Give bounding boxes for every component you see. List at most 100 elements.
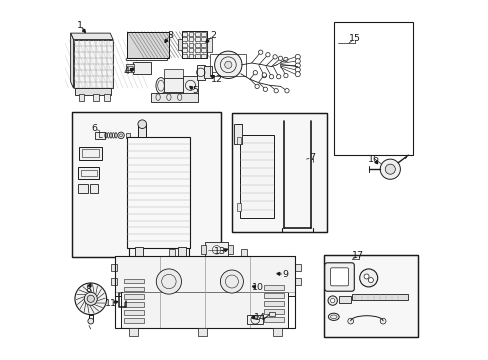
Bar xyxy=(188,43,193,47)
Bar xyxy=(233,124,241,144)
Circle shape xyxy=(295,54,300,59)
Bar xyxy=(81,170,96,176)
Bar xyxy=(294,264,301,271)
Bar xyxy=(79,94,84,101)
FancyBboxPatch shape xyxy=(324,263,354,291)
FancyBboxPatch shape xyxy=(330,268,348,286)
Bar xyxy=(182,37,187,41)
Bar xyxy=(110,264,117,271)
Bar xyxy=(197,328,206,336)
Circle shape xyxy=(295,59,300,64)
Bar xyxy=(352,294,407,300)
Bar xyxy=(110,278,117,285)
Bar xyxy=(188,48,193,52)
Circle shape xyxy=(363,274,368,279)
Bar xyxy=(237,137,241,144)
Bar xyxy=(182,43,187,47)
Polygon shape xyxy=(276,273,279,275)
Bar xyxy=(163,78,186,92)
Circle shape xyxy=(88,318,94,324)
Bar xyxy=(200,245,205,255)
Bar xyxy=(273,328,282,336)
Bar xyxy=(201,43,205,47)
Circle shape xyxy=(262,73,266,78)
Circle shape xyxy=(283,57,287,62)
Bar xyxy=(194,37,199,41)
Circle shape xyxy=(118,132,124,139)
Text: 7: 7 xyxy=(308,153,315,162)
Text: 12: 12 xyxy=(210,75,223,84)
Circle shape xyxy=(295,63,300,68)
Bar xyxy=(323,255,417,337)
Bar xyxy=(237,203,241,211)
Bar xyxy=(115,256,294,296)
Bar xyxy=(194,32,199,36)
Ellipse shape xyxy=(328,313,339,320)
Bar xyxy=(264,309,284,314)
Bar xyxy=(323,255,417,337)
Polygon shape xyxy=(70,33,73,88)
Bar xyxy=(231,113,326,232)
Circle shape xyxy=(278,56,282,60)
Circle shape xyxy=(272,55,277,59)
Bar xyxy=(182,48,187,52)
Bar xyxy=(163,69,183,78)
Bar xyxy=(90,184,98,193)
Bar xyxy=(75,88,111,95)
Bar xyxy=(123,294,143,299)
Polygon shape xyxy=(211,76,214,78)
Bar xyxy=(115,256,294,328)
Circle shape xyxy=(258,50,263,54)
Bar xyxy=(129,328,138,336)
Bar xyxy=(188,37,193,41)
Bar xyxy=(206,38,212,51)
Bar xyxy=(201,54,205,58)
Bar xyxy=(204,242,228,257)
Polygon shape xyxy=(115,301,118,303)
Bar xyxy=(121,292,288,328)
Bar xyxy=(203,66,212,78)
Bar xyxy=(194,54,199,58)
Bar xyxy=(95,132,105,139)
Bar xyxy=(125,133,130,138)
Bar xyxy=(178,40,182,50)
Bar xyxy=(294,278,301,285)
Polygon shape xyxy=(164,39,167,42)
Bar xyxy=(247,315,263,324)
Circle shape xyxy=(284,89,288,93)
Bar xyxy=(134,247,142,257)
Text: 5: 5 xyxy=(192,86,198,95)
Text: 16: 16 xyxy=(367,155,379,163)
Bar xyxy=(127,32,168,58)
Bar xyxy=(194,48,199,52)
Circle shape xyxy=(273,89,278,93)
Bar xyxy=(194,43,199,47)
Circle shape xyxy=(283,73,287,78)
Bar xyxy=(264,301,284,306)
Circle shape xyxy=(214,51,242,78)
Bar xyxy=(104,94,109,101)
Polygon shape xyxy=(374,161,377,164)
Circle shape xyxy=(330,298,334,303)
Bar xyxy=(201,37,205,41)
Bar xyxy=(123,287,143,291)
Circle shape xyxy=(385,164,394,174)
Text: 11: 11 xyxy=(104,299,116,307)
Bar xyxy=(123,302,143,307)
Bar xyxy=(93,94,99,101)
Bar xyxy=(188,32,193,36)
Polygon shape xyxy=(70,33,113,40)
Text: 17: 17 xyxy=(351,251,364,260)
Bar xyxy=(240,135,274,218)
Text: 2: 2 xyxy=(210,31,216,40)
Bar xyxy=(201,32,205,36)
Bar xyxy=(138,124,146,137)
Bar xyxy=(127,32,168,58)
Circle shape xyxy=(295,72,300,77)
Bar xyxy=(197,65,205,80)
Bar xyxy=(188,54,193,58)
Bar xyxy=(268,312,275,316)
Bar xyxy=(123,310,143,315)
Bar xyxy=(228,245,233,255)
Circle shape xyxy=(265,53,269,57)
